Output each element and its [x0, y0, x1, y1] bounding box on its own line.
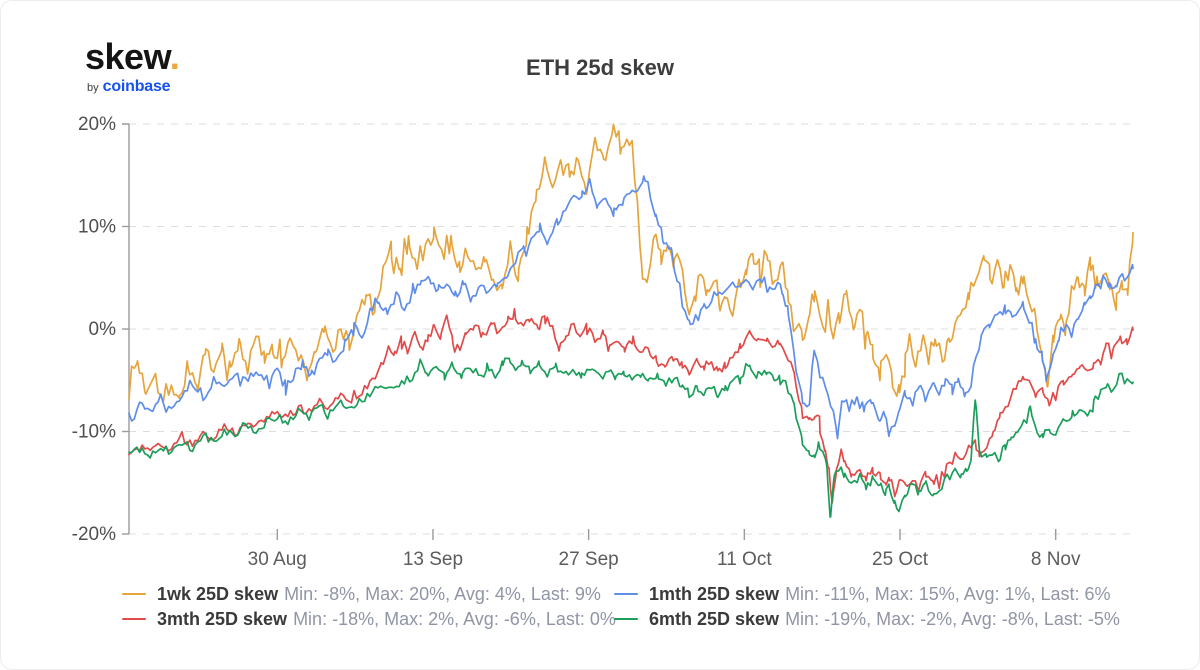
legend-series-stats: Min: -18%, Max: 2%, Avg: -6%, Last: 0% [293, 609, 616, 629]
y-axis-tick-label: 10% [78, 217, 116, 238]
legend-item-1mth-25d-skew[interactable]: 1mth 25D skew Min: -11%, Max: 15%, Avg: 1… [614, 584, 1120, 605]
legend-item-1wk-25d-skew[interactable]: 1wk 25D skew Min: -8%, Max: 20%, Avg: 4%,… [122, 584, 614, 605]
legend-series-name: 1wk 25D skew [157, 584, 279, 604]
y-axis-tick-label: 0% [89, 319, 117, 340]
chart-title: ETH 25d skew [526, 55, 674, 80]
legend-series-stats: Min: -8%, Max: 20%, Avg: 4%, Last: 9% [284, 584, 601, 604]
y-axis-tick-label: -20% [72, 524, 116, 545]
x-axis-tick-label: 11 Oct [717, 549, 772, 570]
byline-prefix: by [87, 82, 99, 94]
legend-line-swatch-6mth [614, 618, 638, 621]
series-line-3mth-25d-skew [128, 308, 1134, 504]
legend-line-swatch-1wk [122, 593, 146, 596]
skew-logo[interactable]: skew. by coinbase [85, 36, 180, 95]
legend-series-stats: Min: -19%, Max: -2%, Avg: -8%, Last: -5% [785, 609, 1120, 629]
series-line-6mth-25d-skew [128, 357, 1134, 518]
coinbase-byline: by coinbase [87, 79, 179, 95]
legend-series-name: 1mth 25D skew [649, 584, 780, 604]
legend-line-swatch-3mth [122, 618, 146, 621]
x-axis-tick-label: 8 Nov [1031, 549, 1081, 570]
x-axis-tick-label: 27 Sep [559, 549, 619, 570]
legend-line-swatch-1mth [614, 593, 638, 596]
series-line-1wk-25d-skew [128, 123, 1134, 403]
x-axis-tick-label: 25 Oct [872, 549, 929, 570]
series-line-1mth-25d-skew [128, 175, 1134, 440]
legend-series-name: 6mth 25D skew [649, 609, 780, 629]
legend-series-stats: Min: -11%, Max: 15%, Avg: 1%, Last: 6% [785, 584, 1111, 604]
skew-wordmark: skew. [85, 36, 180, 77]
x-axis-tick-label: 30 Aug [248, 549, 307, 570]
y-axis-tick-label: -10% [72, 422, 116, 443]
coinbase-wordmark: coinbase [102, 78, 171, 95]
chart-legend: 1wk 25D skew Min: -8%, Max: 20%, Avg: 4%,… [122, 584, 1120, 630]
x-axis-tick-label: 13 Sep [403, 549, 463, 570]
legend-item-3mth-25d-skew[interactable]: 3mth 25D skew Min: -18%, Max: 2%, Avg: -6… [122, 609, 616, 630]
y-axis-tick-label: 20% [78, 114, 116, 135]
logo-dot: . [169, 36, 180, 77]
legend-item-6mth-25d-skew[interactable]: 6mth 25D skew Min: -19%, Max: -2%, Avg: -… [614, 609, 1120, 630]
legend-series-name: 3mth 25D skew [157, 609, 288, 629]
